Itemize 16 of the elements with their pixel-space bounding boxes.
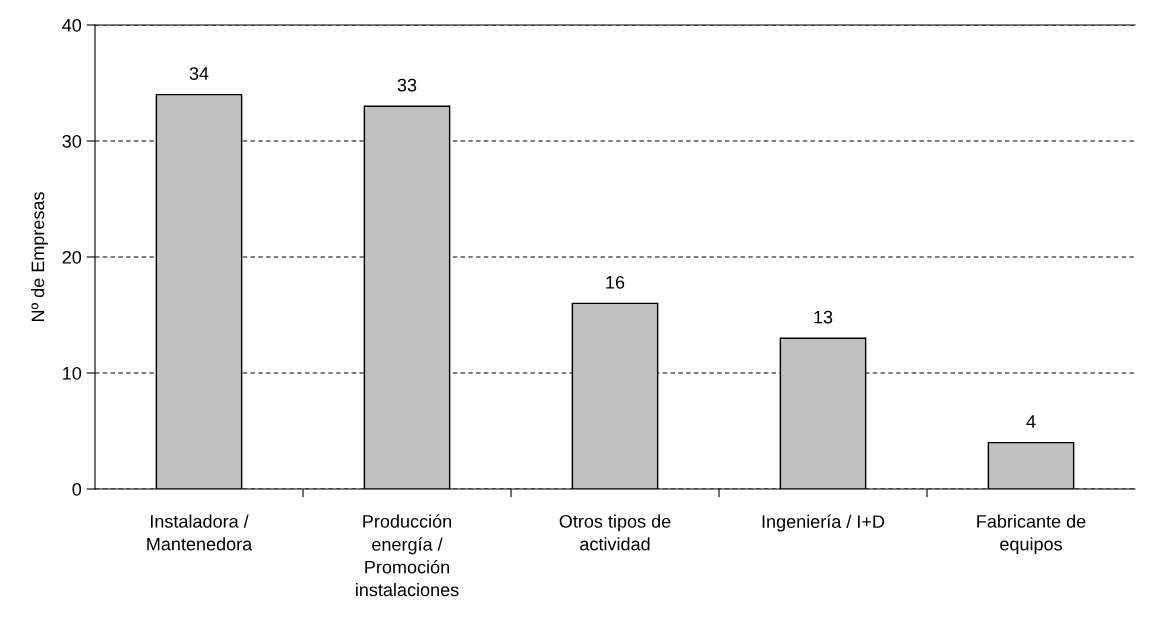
y-tick-label: 30	[62, 134, 82, 148]
x-tick-label: Producción energía / Promoción instalaciones	[356, 514, 459, 597]
x-tick-label: Fabricante de equipos	[977, 514, 1086, 555]
y-axis-title: Nº de Empresas	[31, 192, 48, 322]
y-tick-label: 40	[62, 18, 82, 32]
data-label: 33	[397, 78, 417, 92]
data-label: 13	[814, 310, 833, 324]
y-tick-label: 0	[72, 482, 82, 496]
y-tick-label: 20	[62, 250, 82, 264]
data-label: 16	[606, 275, 625, 289]
x-tick-label: Otros tipos de actividad	[559, 514, 671, 551]
x-tick-label: Instaladora / Mantenedora	[147, 514, 253, 551]
data-label: 34	[189, 67, 209, 80]
data-label: 4	[1026, 415, 1036, 428]
x-tick-label: Ingeniería / I+D	[762, 514, 885, 532]
y-tick-label: 10	[63, 366, 82, 380]
